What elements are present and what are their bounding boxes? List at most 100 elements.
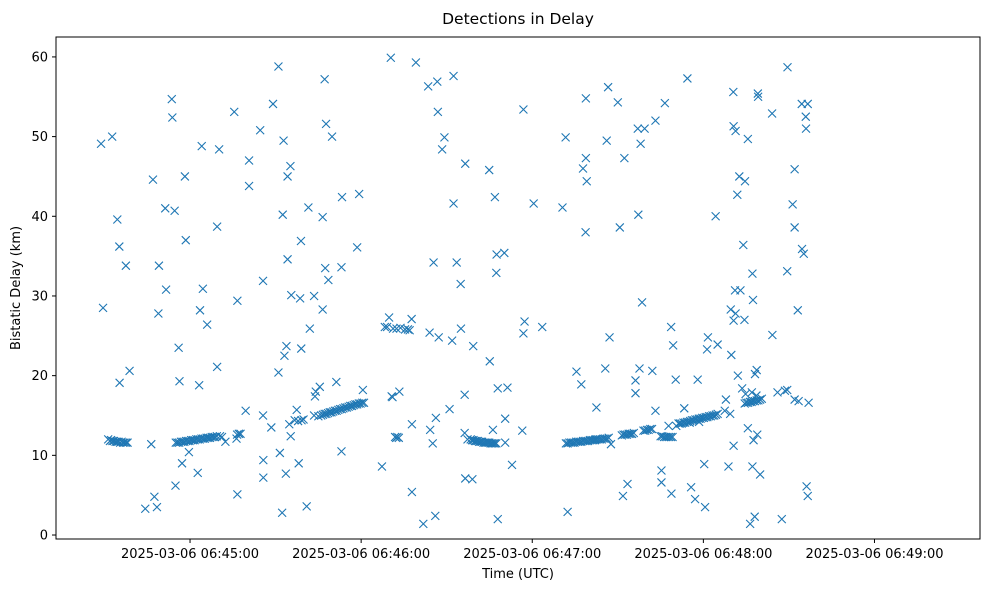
data-point <box>244 181 254 191</box>
data-point <box>582 176 592 186</box>
data-point <box>519 329 528 338</box>
data-point <box>456 324 466 334</box>
data-point <box>352 399 362 409</box>
data-point <box>664 421 673 431</box>
data-point <box>803 491 813 501</box>
data-point <box>651 116 660 126</box>
data-point <box>229 107 239 117</box>
data-point <box>440 133 449 142</box>
x-tick-label: 2025-03-06 06:49:00 <box>805 547 943 562</box>
data-point <box>644 425 654 435</box>
y-tick-label: 10 <box>31 449 48 464</box>
data-point <box>572 367 581 377</box>
data-point <box>152 502 162 512</box>
data-point <box>258 276 268 286</box>
data-point <box>500 414 510 424</box>
x-tick-label: 2025-03-06 06:45:00 <box>121 547 259 562</box>
data-point <box>140 504 150 514</box>
data-point <box>517 426 527 436</box>
data-point <box>750 396 760 406</box>
data-point <box>305 324 315 334</box>
data-point <box>283 172 292 181</box>
data-point <box>677 419 687 428</box>
data-point <box>318 305 328 314</box>
data-point <box>349 400 359 410</box>
data-point <box>175 376 184 386</box>
data-point <box>167 94 177 104</box>
data-point <box>581 153 591 163</box>
data-point <box>335 404 345 414</box>
data-point <box>107 132 117 141</box>
data-point <box>468 341 478 351</box>
data-point <box>637 297 647 307</box>
data-point <box>114 242 124 251</box>
data-point <box>418 519 428 529</box>
data-point <box>491 268 501 278</box>
data-point <box>748 295 758 305</box>
x-tick-label: 2025-03-06 06:46:00 <box>292 547 430 562</box>
data-point <box>680 418 690 428</box>
data-point <box>492 250 501 259</box>
data-point <box>313 411 323 421</box>
data-point <box>339 403 348 413</box>
data-point <box>666 322 676 332</box>
data-point <box>244 156 254 165</box>
data-point <box>788 199 798 209</box>
data-point <box>377 462 387 471</box>
data-point <box>184 447 194 457</box>
y-tick-label: 0 <box>40 529 48 544</box>
data-point <box>279 136 288 145</box>
data-point <box>258 411 268 420</box>
data-point <box>171 481 180 491</box>
data-point <box>734 172 744 181</box>
data-point <box>777 514 787 524</box>
data-point <box>801 112 811 122</box>
data-point <box>520 317 529 326</box>
data-point <box>293 416 303 426</box>
data-point <box>236 429 245 439</box>
data-point <box>581 93 591 103</box>
data-point <box>275 448 285 458</box>
data-point <box>278 210 288 220</box>
data-point <box>449 71 458 81</box>
data-point <box>403 325 413 334</box>
data-point <box>321 119 331 129</box>
data-point <box>600 364 610 373</box>
data-point <box>202 320 212 330</box>
data-point <box>467 474 477 484</box>
data-point <box>693 375 703 385</box>
y-axis-label: Bistatic Delay (km) <box>9 226 24 350</box>
data-point <box>212 362 222 372</box>
data-point <box>802 482 811 491</box>
data-point <box>323 408 333 418</box>
data-point <box>738 240 748 250</box>
data-point <box>799 249 809 259</box>
plot-frame <box>55 36 981 540</box>
data-point <box>753 92 763 102</box>
data-point <box>619 153 629 163</box>
data-point <box>323 275 333 285</box>
data-point <box>757 394 767 404</box>
data-point <box>602 136 612 145</box>
data-point <box>411 58 421 67</box>
data-point <box>728 87 738 97</box>
data-point <box>177 458 187 468</box>
data-point <box>625 429 635 439</box>
data-point <box>490 192 500 202</box>
data-point <box>258 455 268 465</box>
data-point <box>425 425 435 435</box>
data-point <box>258 473 268 483</box>
data-point <box>311 387 321 396</box>
data-point <box>767 330 777 340</box>
data-point <box>750 512 760 522</box>
data-point <box>731 126 740 136</box>
data-point <box>433 107 443 117</box>
data-point <box>671 375 681 385</box>
data-point <box>153 309 163 318</box>
data-point <box>726 350 736 360</box>
data-point <box>125 366 134 376</box>
data-point <box>283 254 292 264</box>
data-point <box>633 210 643 220</box>
data-point <box>352 242 362 252</box>
data-point <box>578 164 588 173</box>
